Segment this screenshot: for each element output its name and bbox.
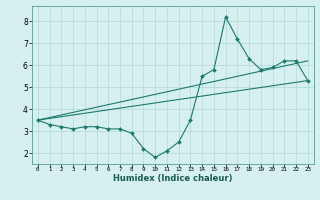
X-axis label: Humidex (Indice chaleur): Humidex (Indice chaleur)	[113, 174, 233, 183]
